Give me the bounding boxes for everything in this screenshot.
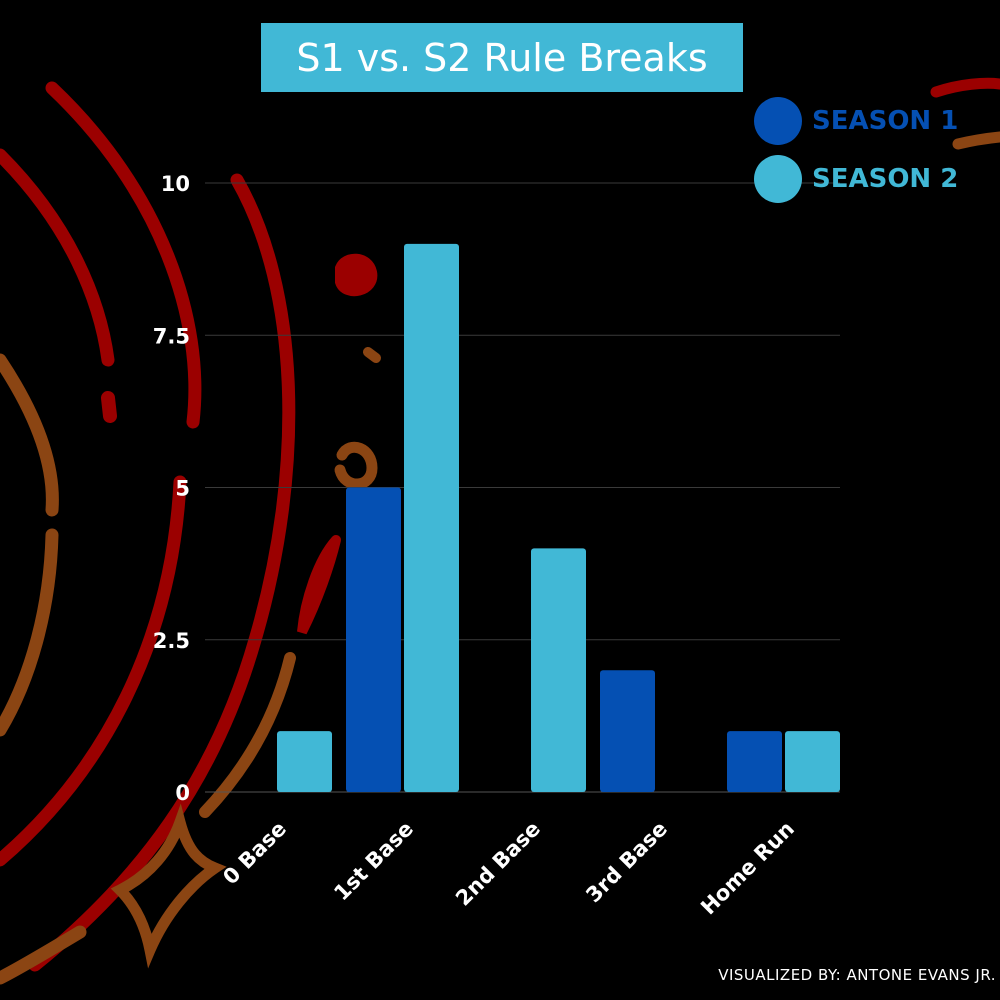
swirl-brown-upper-arc xyxy=(0,353,59,517)
swirl-red-outer-arc xyxy=(45,81,202,429)
bar-season-1 xyxy=(346,487,401,792)
bar-season-1 xyxy=(727,731,782,792)
swirl-red-leaf xyxy=(297,535,341,635)
x-tick-label: 1st Base xyxy=(329,817,418,906)
swirl-red-top-right xyxy=(930,77,1000,98)
y-tick-label: 7.5 xyxy=(153,324,190,348)
bar-season-2 xyxy=(785,731,840,792)
y-tick-label: 2.5 xyxy=(153,629,190,653)
swirl-brown-lower-arc xyxy=(199,652,296,818)
bar-season-1 xyxy=(600,670,655,792)
credit-text: VISUALIZED BY: ANTONE EVANS JR. xyxy=(718,966,996,984)
swirl-red-dash xyxy=(101,391,117,423)
swirl-brown-middle-arc xyxy=(0,528,59,737)
swirl-red-blob xyxy=(335,253,378,296)
chart-title-box: S1 vs. S2 Rule Breaks xyxy=(261,23,743,92)
swirl-brown-top-right xyxy=(952,131,1000,150)
swirl-brown-dot xyxy=(363,347,381,363)
y-tick-label: 10 xyxy=(161,172,190,196)
chart-legend: SEASON 1 SEASON 2 xyxy=(754,96,958,212)
swirl-brown-loop xyxy=(334,441,378,490)
swirl-brown-star xyxy=(110,803,227,969)
y-tick-label: 0 xyxy=(175,781,190,805)
x-tick-label: 0 Base xyxy=(218,817,291,890)
legend-swatch-season-2 xyxy=(754,155,802,203)
swirl-red-inner-arc xyxy=(0,148,115,367)
legend-label-season-2: SEASON 2 xyxy=(812,164,959,194)
legend-label-season-1: SEASON 1 xyxy=(812,106,959,136)
bar-season-2 xyxy=(277,731,332,792)
legend-item-season-2: SEASON 2 xyxy=(754,154,958,204)
x-tick-label: Home Run xyxy=(696,817,799,920)
legend-swatch-season-1 xyxy=(754,97,802,145)
swirl-red-lower-arc xyxy=(0,475,187,867)
x-tick-label: 3rd Base xyxy=(581,817,672,908)
bar-season-2 xyxy=(531,548,586,792)
chart-title: S1 vs. S2 Rule Breaks xyxy=(296,35,708,80)
x-tick-label: 2nd Base xyxy=(451,817,545,911)
legend-item-season-1: SEASON 1 xyxy=(754,96,958,146)
bar-season-2 xyxy=(404,243,459,792)
swirl-brown-bottom-arc xyxy=(0,925,87,985)
y-tick-label: 5 xyxy=(175,477,190,501)
